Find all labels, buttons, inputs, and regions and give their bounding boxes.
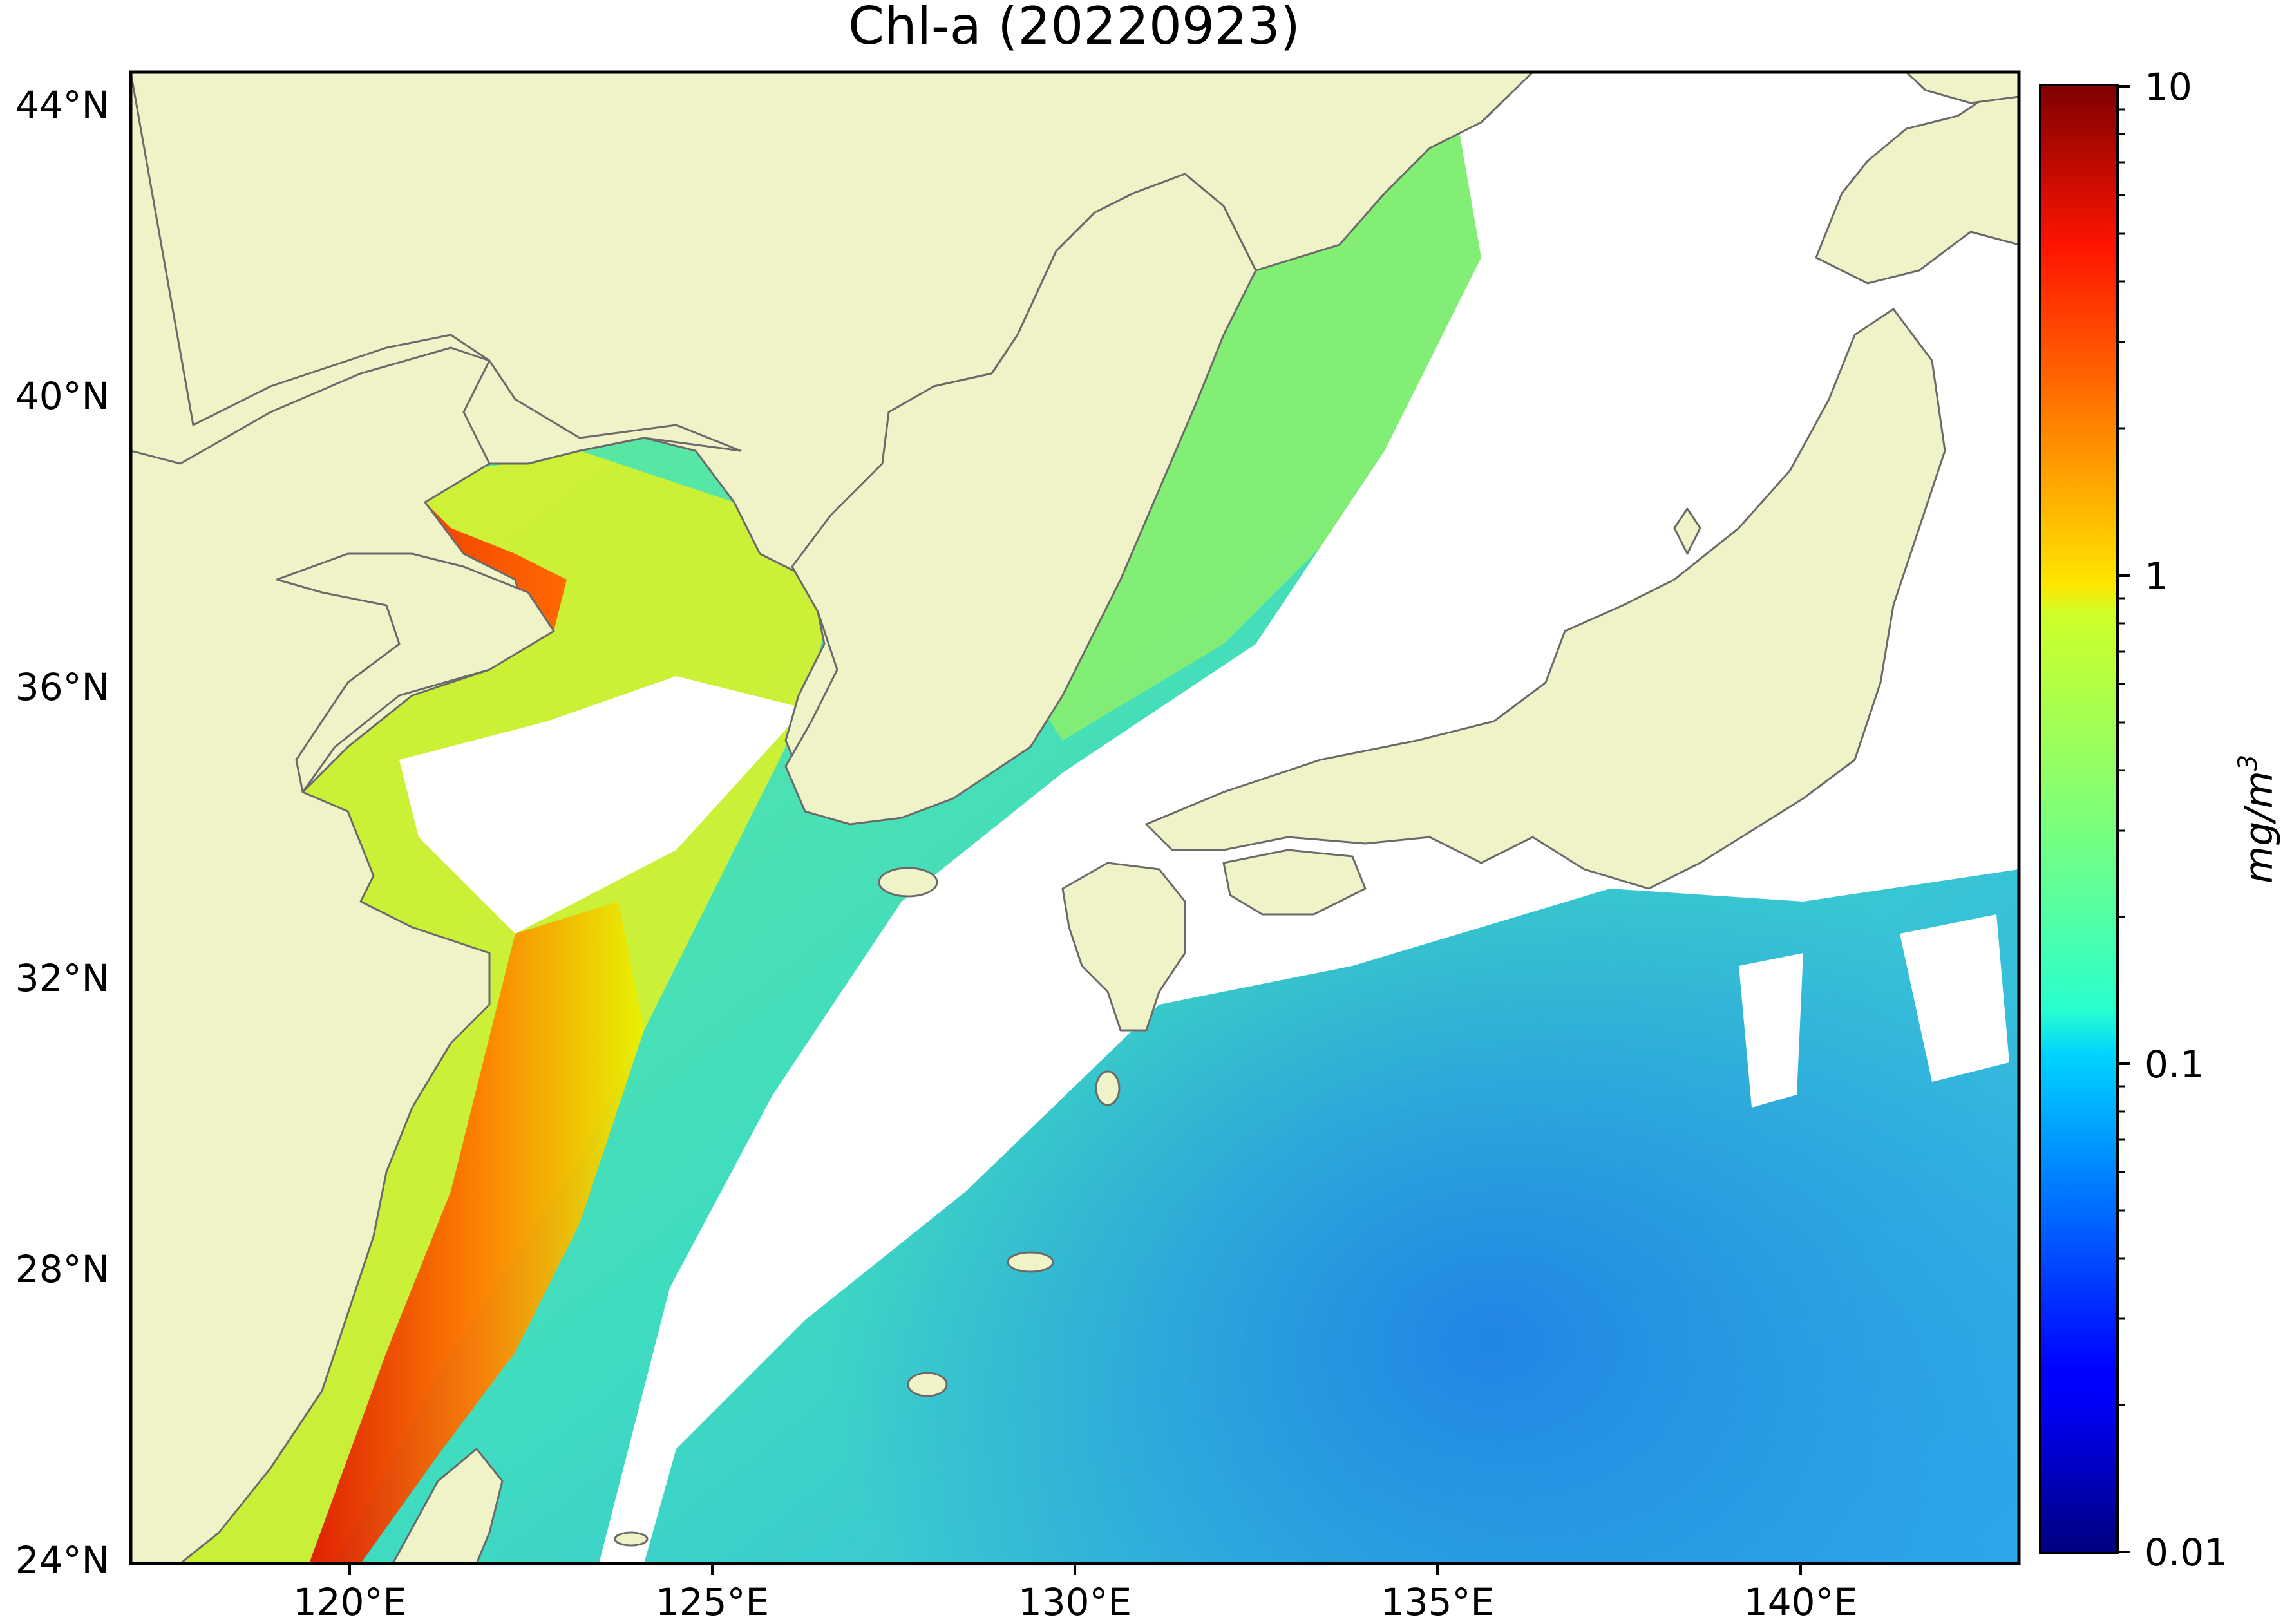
y-tick-label: 28°N [15,1247,109,1291]
colorbar-units-label: mg/m3 [2233,755,2282,884]
colorbar-gradient [2039,84,2119,1554]
land-jeju [878,867,938,898]
land-honshu [1145,308,1946,890]
colorbar-tick-label: 0.1 [2145,1043,2204,1086]
x-tick-label: 125°E [656,1580,769,1624]
y-tick-label: 36°N [15,665,109,709]
colorbar-tick-label: 0.01 [2145,1531,2228,1574]
y-tick-label: 32°N [15,956,109,1000]
map-area [131,72,2019,1563]
colorbar-tick-label: 1 [2145,554,2168,598]
land-shandong [276,552,555,793]
x-axis: 120°E 125°E 130°E 135°E 140°E [293,1563,1857,1624]
x-tick-label: 120°E [293,1580,406,1624]
map-title: Chl-a (20220923) [848,0,1300,56]
y-tick-label: 44°N [15,83,109,127]
y-tick-label: 40°N [15,374,109,418]
x-tick-label: 140°E [1744,1580,1857,1624]
coastal-high-chl-band [309,902,644,1563]
colorbar-tick-label: 10 [2145,65,2192,109]
land-taiwan [392,1448,504,1563]
land-shikoku [1222,849,1367,916]
land-kyushu [1061,862,1186,1032]
y-tick-label: 24°N [15,1538,109,1582]
y-axis: 24°N 28°N 32°N 36°N 40°N 44°N [15,83,109,1582]
x-tick-label: 135°E [1381,1580,1494,1624]
land-mask [131,72,2019,1563]
x-tick-label: 130°E [1018,1580,1132,1624]
colorbar: 10 1 0.1 0.01 mg/m3 [2039,65,2282,1574]
land-korea [784,173,1257,826]
